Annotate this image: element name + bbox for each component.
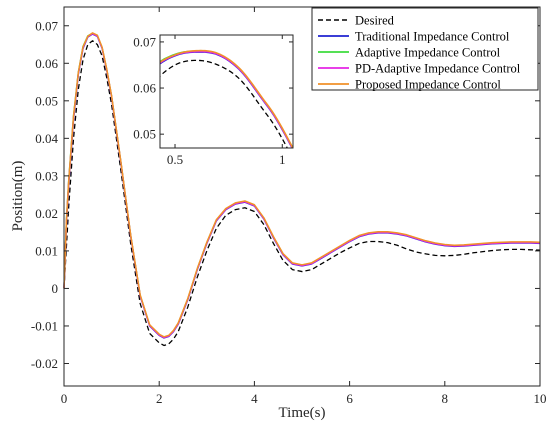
legend-label-adaptive-impedance-control: Adaptive Impedance Control xyxy=(355,46,501,60)
legend-label-desired: Desired xyxy=(355,14,395,28)
y-axis-ticks: -0.02 -0.01 0 0.01 0.02 0.03 0.04 0.05 0.06 0.07 xyxy=(31,18,540,371)
y-tick-label: 0.07 xyxy=(35,18,58,33)
inset-x-ticks: 0.5 1 xyxy=(167,35,286,167)
y-axis-label: Position(m) xyxy=(10,161,26,232)
series-line-proposed-impedance-control xyxy=(63,32,541,338)
main-series-group xyxy=(63,32,541,347)
legend-label-pd-adaptive-impedance-control: PD-Adaptive Impedance Control xyxy=(355,62,521,76)
legend: Desired Traditional Impedance Control Adap… xyxy=(318,14,521,92)
plot-frame xyxy=(63,6,541,387)
inset-y-tick-label: 0.06 xyxy=(133,81,156,96)
y-tick-label: 0.05 xyxy=(35,93,58,108)
x-axis-ticks: 0 2 4 6 8 10 xyxy=(61,7,547,406)
y-tick-label: 0 xyxy=(52,281,59,296)
x-tick-label: 10 xyxy=(534,391,547,406)
x-tick-label: 4 xyxy=(251,391,258,406)
x-tick-label: 8 xyxy=(442,391,449,406)
legend-label-traditional-impedance-control: Traditional Impedance Control xyxy=(355,30,510,44)
y-tick-label: 0.03 xyxy=(35,168,58,183)
x-tick-label: 0 xyxy=(61,391,68,406)
inset-x-tick-label: 1 xyxy=(279,152,286,167)
inset-y-tick-label: 0.07 xyxy=(133,34,156,49)
x-tick-label: 6 xyxy=(346,391,353,406)
y-tick-label: 0.06 xyxy=(35,56,58,71)
inset-series-line-desired xyxy=(160,59,289,148)
inset-frame xyxy=(159,34,294,149)
y-tick-label: 0.04 xyxy=(35,131,58,146)
y-tick-label: -0.01 xyxy=(31,318,58,333)
inset-x-tick-label: 0.5 xyxy=(167,152,183,167)
x-tick-label: 2 xyxy=(156,391,163,406)
legend-box xyxy=(311,7,539,91)
x-axis-label: Time(s) xyxy=(279,405,326,421)
series-line-desired xyxy=(63,40,541,347)
y-tick-label: -0.02 xyxy=(31,356,58,371)
y-tick-label: 0.01 xyxy=(35,243,58,258)
inset-series-group xyxy=(160,49,293,148)
y-tick-label: 0.02 xyxy=(35,206,58,221)
inset-plot-area xyxy=(160,35,293,148)
inset-y-tick-label: 0.05 xyxy=(133,127,156,142)
inset-series-line-proposed-impedance-control xyxy=(160,49,293,148)
inset-y-ticks: 0.05 0.06 0.07 xyxy=(133,34,293,142)
legend-label-proposed-impedance-control: Proposed Impedance Control xyxy=(355,78,501,92)
